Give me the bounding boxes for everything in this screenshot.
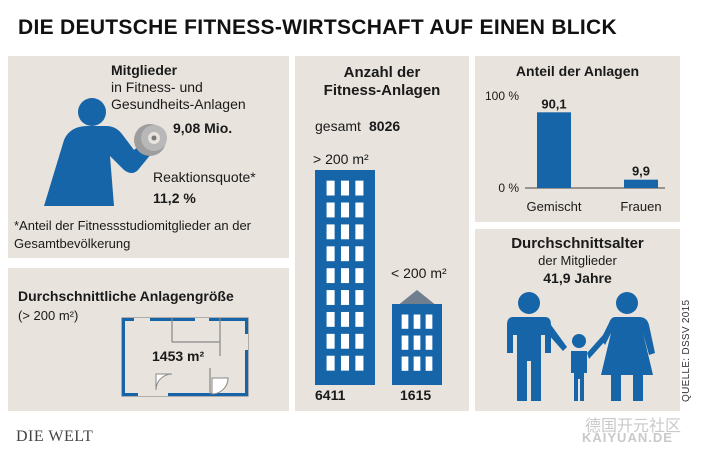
members-subtitle-1: in Fitness- und bbox=[111, 79, 203, 95]
window bbox=[326, 202, 335, 218]
source-note: QUELLE: DSSV 2015 bbox=[681, 299, 692, 402]
chart-title: Anteil der Anlagen bbox=[515, 63, 640, 79]
small-value: 1615 bbox=[400, 387, 432, 403]
window bbox=[326, 311, 335, 327]
total-label: gesamt bbox=[315, 118, 361, 134]
members-value: 9,08 Mio. bbox=[173, 120, 233, 136]
window bbox=[355, 224, 364, 240]
window bbox=[340, 333, 350, 349]
bar-frauen bbox=[624, 179, 658, 188]
family-icon bbox=[507, 292, 655, 401]
bar-gemischt bbox=[537, 112, 571, 188]
window bbox=[326, 333, 335, 349]
category-label: Gemischt bbox=[527, 199, 582, 214]
total-value: 8026 bbox=[369, 118, 401, 134]
window bbox=[401, 314, 409, 329]
person-lifting-dumbbell-icon bbox=[44, 98, 167, 206]
y-tick-label: 100 % bbox=[485, 89, 519, 103]
window bbox=[340, 355, 350, 371]
watermark-line-2: KAIYUAN.DE bbox=[582, 430, 673, 445]
window bbox=[413, 335, 421, 350]
window bbox=[425, 356, 433, 371]
age-subtitle: der Mitglieder bbox=[538, 253, 617, 268]
window bbox=[425, 314, 433, 329]
window bbox=[340, 311, 350, 327]
window bbox=[326, 355, 335, 371]
large-label: > 200 m² bbox=[313, 151, 369, 167]
window bbox=[326, 246, 335, 262]
page-title: DIE DEUTSCHE FITNESS-WIRTSCHAFT AUF EINE… bbox=[18, 16, 617, 39]
window bbox=[355, 268, 364, 284]
age-heading: Durchschnittsalter bbox=[511, 235, 644, 252]
window bbox=[355, 290, 364, 305]
members-panel: Mitglieder in Fitness- und Gesundheits-A… bbox=[8, 56, 289, 258]
window bbox=[340, 224, 350, 240]
size-value: 1453 m² bbox=[152, 348, 205, 364]
window bbox=[340, 246, 350, 262]
window bbox=[355, 333, 364, 349]
window bbox=[326, 268, 335, 284]
window bbox=[355, 180, 364, 196]
floor-plan-icon bbox=[121, 317, 249, 397]
window bbox=[326, 290, 335, 305]
window bbox=[340, 180, 350, 196]
members-subtitle-2: Gesundheits-Anlagen bbox=[111, 96, 246, 112]
building-icon-small bbox=[392, 290, 442, 385]
window bbox=[355, 355, 364, 371]
small-label: < 200 m² bbox=[391, 265, 447, 281]
facilities-panel: Anzahl der Fitness-Anlagen gesamt 8026 >… bbox=[295, 56, 469, 411]
category-label: Frauen bbox=[620, 199, 661, 214]
members-heading: Mitglieder bbox=[111, 62, 178, 78]
members-footnote-2: Gesamtbevölkerung bbox=[14, 236, 131, 251]
bar-value-label: 90,1 bbox=[541, 96, 566, 111]
window bbox=[340, 202, 350, 218]
size-unit: (> 200 m²) bbox=[18, 308, 79, 323]
window bbox=[425, 335, 433, 350]
publisher-logo: DIE WELT bbox=[16, 428, 94, 445]
window bbox=[340, 290, 350, 305]
window bbox=[340, 268, 350, 284]
window bbox=[355, 311, 364, 327]
bar-value-label: 9,9 bbox=[632, 164, 650, 179]
y-tick-label: 0 % bbox=[498, 181, 519, 195]
share-panel: Anteil der Anlagen 0 % 100 % 90,1 Gemischt 9… bbox=[475, 56, 680, 222]
large-value: 6411 bbox=[315, 387, 346, 403]
members-footnote-1: *Anteil der Fitnessstudiomitglieder an d… bbox=[14, 218, 252, 233]
window bbox=[413, 356, 421, 371]
window bbox=[355, 202, 364, 218]
window bbox=[401, 335, 409, 350]
watermark-line-1: 德国开元社区 bbox=[585, 418, 682, 435]
age-value: 41,9 Jahre bbox=[543, 270, 612, 286]
window bbox=[326, 180, 335, 196]
quota-label: Reaktionsquote* bbox=[153, 169, 256, 185]
age-panel: Durchschnittsalter der Mitglieder 41,9 J… bbox=[475, 229, 680, 411]
facilities-heading-1: Anzahl der bbox=[343, 64, 421, 81]
share-chart: 0 % 100 % 90,1 Gemischt 9,9 Frauen bbox=[485, 89, 665, 214]
window bbox=[413, 314, 421, 329]
dumbbell-icon bbox=[134, 124, 167, 156]
facilities-heading-2: Fitness-Anlagen bbox=[323, 82, 441, 99]
size-panel: Durchschnittliche Anlagengröße (> 200 m²… bbox=[8, 268, 289, 411]
window bbox=[401, 356, 409, 371]
size-heading: Durchschnittliche Anlagengröße bbox=[18, 288, 234, 304]
quota-value: 11,2 % bbox=[153, 190, 196, 206]
window bbox=[326, 224, 335, 240]
building-icon-large bbox=[315, 170, 375, 385]
window bbox=[355, 246, 364, 262]
roof bbox=[399, 290, 435, 304]
